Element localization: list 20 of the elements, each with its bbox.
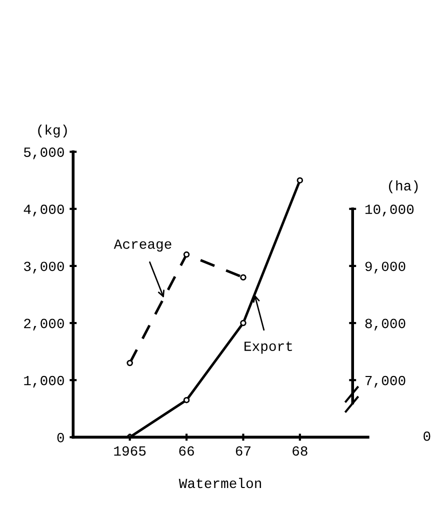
series-label: Acreage <box>114 240 172 252</box>
y2-tick-label: 10,000 <box>365 204 414 216</box>
y-tick-label: 4,000 <box>24 204 64 216</box>
y2-tick-label: 8,000 <box>365 318 406 331</box>
y-tick-label: 1,000 <box>24 376 64 388</box>
y2-axis-title: (ha) <box>388 180 418 194</box>
x-tick-label: 66 <box>179 446 194 456</box>
y-tick-label: 2,000 <box>24 318 64 331</box>
x-tick-label: 68 <box>292 446 308 456</box>
x-tick-label: 1965 <box>114 446 146 456</box>
text: 0 <box>424 431 430 441</box>
y2-tick-label: 9,000 <box>365 262 406 274</box>
x-tick-label: 67 <box>236 446 250 456</box>
y2-tick-label: 7,000 <box>366 376 406 388</box>
y-tick-label: 0 <box>57 432 64 442</box>
y-axis-title: (kg) <box>38 124 67 138</box>
series-label: Export <box>244 342 292 354</box>
x-axis-title: Watermelon <box>178 478 261 488</box>
y-tick-label: 5,000 <box>24 148 64 160</box>
y-tick-label: 3,000 <box>24 262 64 274</box>
